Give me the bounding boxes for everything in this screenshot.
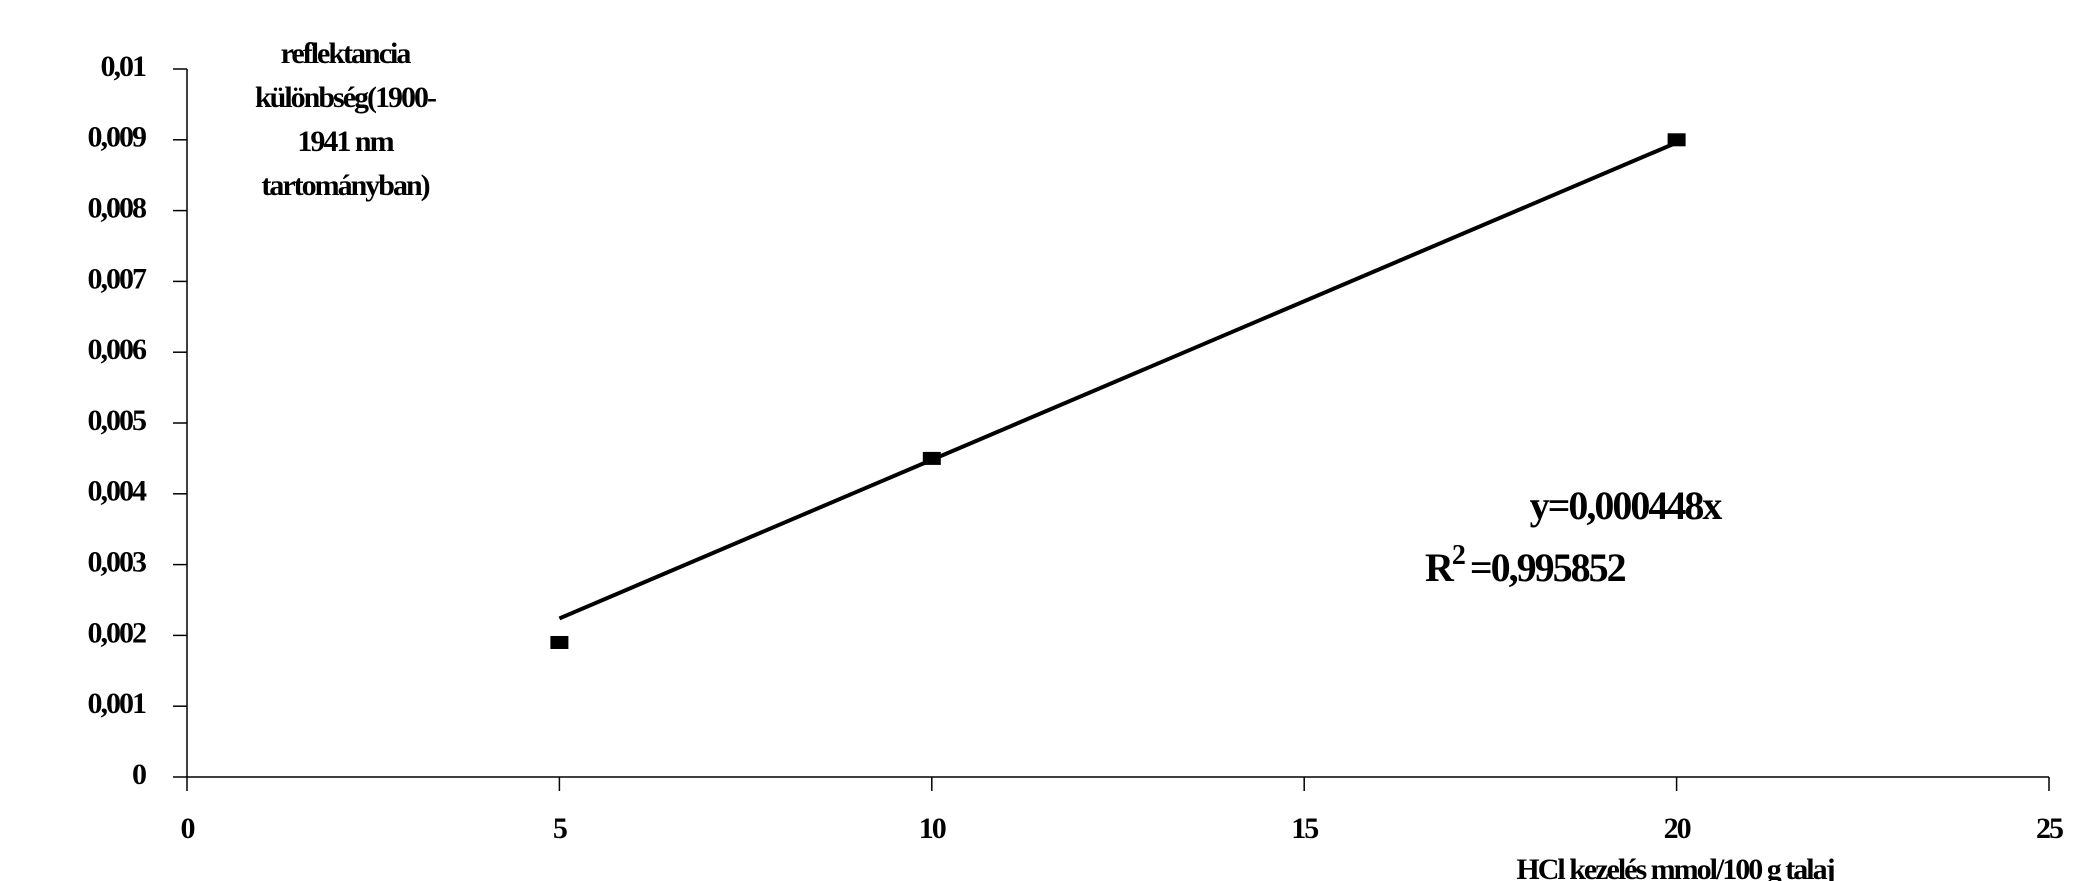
r2-sup: 2 bbox=[1452, 540, 1465, 571]
y-tick-label: 0,002 bbox=[88, 616, 147, 649]
y-tick-label: 0,001 bbox=[88, 687, 147, 720]
x-tick-label: 20 bbox=[1664, 812, 1691, 845]
x-tick-label: 15 bbox=[1291, 812, 1318, 845]
y-tick-label: 0 bbox=[132, 758, 146, 791]
x-tick-label: 5 bbox=[553, 812, 567, 845]
y-tick-label: 0,004 bbox=[88, 475, 148, 508]
y-tick-label: 0,01 bbox=[101, 50, 147, 83]
x-tick-label: 0 bbox=[181, 812, 195, 845]
r2-value: =0,995852 bbox=[1470, 545, 1626, 590]
trendline bbox=[558, 140, 1678, 621]
y-axis-title: reflektancia bbox=[281, 37, 412, 70]
r2-base: R bbox=[1425, 545, 1455, 590]
equation: y=0,000448x bbox=[1530, 483, 1723, 528]
y-tick-label: 0,006 bbox=[88, 333, 148, 366]
r-squared: R2 =0,995852 bbox=[1425, 540, 1626, 590]
y-tick-label: 0,005 bbox=[88, 404, 147, 437]
y-axis-title: különbség(1900- bbox=[255, 81, 436, 114]
x-axis-title: HCl kezelés mmol/100 g talaj bbox=[1516, 853, 1834, 881]
y-tick-label: 0,008 bbox=[88, 191, 147, 224]
y-axis-title: 1941 nm bbox=[297, 125, 394, 158]
x-tick-label: 10 bbox=[919, 812, 946, 845]
marker bbox=[550, 635, 569, 649]
y-tick-label: 0,009 bbox=[88, 121, 147, 154]
y-tick-label: 0,003 bbox=[88, 545, 147, 578]
y-tick-label: 0,007 bbox=[88, 262, 148, 295]
y-axis-title: tartományban) bbox=[261, 169, 429, 202]
x-tick-label: 25 bbox=[2036, 812, 2063, 845]
